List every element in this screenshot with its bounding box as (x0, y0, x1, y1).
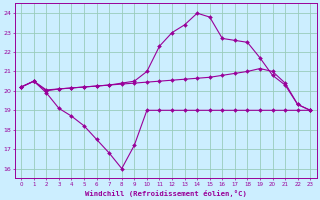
X-axis label: Windchill (Refroidissement éolien,°C): Windchill (Refroidissement éolien,°C) (85, 190, 247, 197)
